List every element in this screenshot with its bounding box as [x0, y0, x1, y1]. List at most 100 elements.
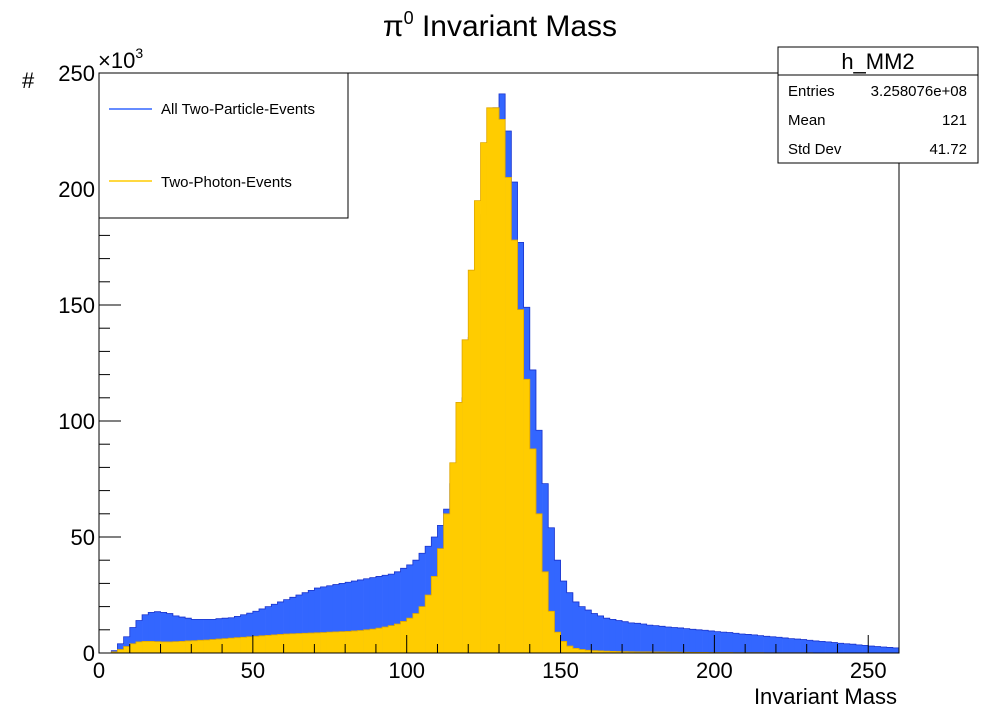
bar-all-129	[892, 647, 900, 653]
bar-all-35	[314, 588, 321, 653]
bar-all-30	[283, 599, 291, 653]
bar-photon-61	[474, 200, 481, 653]
y-multiplier-base: ×10	[98, 48, 135, 73]
x-tick-label-150: 150	[542, 658, 579, 683]
bar-photon-56	[443, 513, 451, 653]
bar-photon-10	[160, 641, 167, 653]
bar-all-44	[369, 577, 377, 653]
bar-all-14	[185, 618, 192, 653]
bar-all-46	[382, 575, 389, 653]
bar-all-116	[812, 640, 820, 653]
bar-all-107	[757, 635, 764, 653]
bar-all-95	[683, 628, 691, 653]
bar-all-37	[326, 585, 334, 653]
bar-all-41	[351, 581, 358, 653]
bar-photon-50	[406, 618, 414, 653]
bar-all-121	[843, 643, 851, 653]
stats-value-stddev: 41.72	[929, 141, 967, 158]
bar-all-126	[874, 646, 881, 653]
bar-all-105	[745, 634, 752, 653]
bar-photon-43	[363, 629, 371, 653]
bar-photon-84	[615, 651, 623, 653]
bar-all-123	[855, 644, 863, 653]
bar-photon-82	[603, 651, 611, 653]
bar-photon-87	[634, 651, 641, 653]
bar-all-112	[788, 638, 795, 653]
bar-photon-69	[523, 379, 531, 653]
bar-photon-68	[517, 309, 524, 653]
bar-all-122	[849, 644, 857, 653]
title-text: Invariant Mass	[414, 10, 617, 43]
bar-photon-80	[591, 650, 598, 653]
bar-all-83	[609, 619, 617, 653]
bar-all-39	[339, 583, 346, 653]
bar-all-52	[419, 553, 426, 653]
bar-photon-28	[271, 634, 278, 653]
bar-all-82	[603, 618, 611, 653]
bar-all-3	[117, 643, 124, 653]
bar-photon-40	[345, 631, 352, 653]
bar-all-27	[265, 606, 272, 653]
bar-photon-12	[172, 641, 180, 653]
bar-photon-53	[425, 595, 432, 653]
bar-photon-38	[332, 631, 340, 653]
bar-photon-67	[511, 240, 518, 654]
x-tick-label-0: 0	[93, 658, 105, 683]
bar-all-96	[689, 629, 697, 653]
bar-photon-74	[554, 632, 561, 653]
y-multiplier: ×103	[98, 45, 143, 73]
bar-photon-37	[326, 632, 334, 653]
bar-photon-79	[585, 650, 592, 653]
bar-all-38	[332, 584, 340, 653]
bar-photon-62	[480, 142, 487, 653]
bar-all-127	[880, 646, 887, 653]
stats-title: h_MM2	[841, 49, 914, 74]
x-axis-title: Invariant Mass	[754, 684, 897, 709]
bar-photon-16	[197, 640, 204, 653]
bar-photon-45	[375, 628, 383, 653]
bar-all-50	[406, 564, 414, 653]
bar-photon-86	[628, 651, 635, 653]
bar-photon-5	[129, 643, 137, 653]
bar-photon-76	[566, 646, 574, 653]
bar-all-18	[209, 619, 217, 653]
bar-photon-46	[382, 627, 389, 653]
bar-all-8	[148, 612, 155, 653]
bar-photon-29	[277, 634, 284, 653]
legend-box	[98, 72, 349, 219]
bar-photon-22	[234, 637, 241, 653]
bar-photon-66	[505, 177, 512, 653]
y-multiplier-exponent: 3	[135, 45, 143, 61]
bar-photon-59	[462, 339, 469, 653]
bar-photon-81	[597, 650, 604, 653]
bar-photon-60	[468, 270, 475, 653]
y-axis-title: #	[22, 68, 35, 93]
bar-all-29	[277, 601, 284, 653]
bar-photon-35	[314, 632, 321, 653]
bar-photon-32	[295, 633, 303, 653]
bar-all-49	[400, 568, 407, 653]
bar-photon-42	[357, 630, 364, 653]
bar-all-22	[234, 616, 241, 653]
bar-photon-48	[394, 624, 401, 653]
bar-all-118	[825, 641, 832, 653]
bar-all-111	[782, 637, 789, 653]
bar-photon-71	[535, 513, 543, 653]
bar-photon-41	[351, 630, 358, 653]
bar-all-32	[295, 595, 303, 653]
bar-photon-18	[209, 639, 217, 653]
bar-all-11	[166, 613, 174, 653]
bar-all-100	[714, 631, 721, 653]
bar-all-36	[320, 586, 327, 653]
bar-photon-85	[622, 651, 629, 653]
bar-all-99	[708, 630, 715, 653]
series-two-photon-events	[99, 107, 900, 654]
bar-all-76	[566, 592, 574, 653]
bar-all-80	[591, 613, 598, 653]
bar-photon-3	[117, 649, 124, 653]
bar-photon-78	[579, 649, 586, 653]
bar-all-45	[375, 576, 383, 653]
bar-photon-19	[215, 639, 223, 653]
bar-photon-9	[154, 641, 161, 653]
y-tick-label-0: 0	[83, 641, 95, 666]
